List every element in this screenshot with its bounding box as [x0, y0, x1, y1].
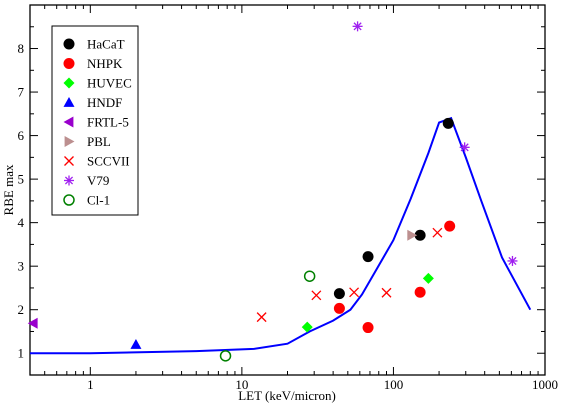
data-point-sccvii — [432, 227, 443, 238]
x-axis-title: LET (keV/micron) — [238, 388, 336, 403]
legend-label: HUVEC — [87, 76, 132, 91]
data-point-cl-1 — [219, 350, 232, 362]
legend-label: HaCaT — [87, 37, 125, 52]
legend-marker-pbl — [64, 136, 75, 147]
data-point-nhpk — [444, 220, 456, 232]
legend-label: HNDF — [87, 95, 122, 110]
legend-label: FRTL-5 — [87, 115, 129, 130]
data-point-huvec — [422, 272, 434, 284]
x-tick-label: 100 — [384, 377, 404, 392]
data-point-sccvii — [381, 287, 392, 298]
y-tick-label: 3 — [18, 259, 25, 274]
y-tick-label: 8 — [18, 41, 25, 56]
legend-marker-v79 — [64, 175, 74, 186]
legend-label: NHPK — [87, 56, 123, 71]
y-tick-label: 2 — [18, 302, 25, 317]
data-point-sccvii — [311, 290, 322, 301]
legend-marker-sccvii — [64, 156, 74, 166]
data-point-sccvii — [349, 287, 360, 298]
model-curve-line — [30, 116, 532, 355]
legend: HaCaT NHPK HUVEC HNDF FRTL-5 PBL SCCVII V79 Cl-1 — [51, 25, 139, 216]
legend-marker-hacat — [63, 38, 75, 50]
y-tick-label: 4 — [18, 215, 25, 230]
data-point-frtl-5 — [27, 317, 38, 329]
x-tick-label: 10 — [235, 377, 248, 392]
y-tick-label: 7 — [18, 85, 25, 100]
data-point-hacat — [414, 229, 426, 241]
data-point-nhpk — [333, 302, 345, 314]
legend-marker-nhpk — [63, 58, 75, 69]
legend-label: SCCVII — [87, 154, 130, 169]
legend-label: V79 — [87, 173, 109, 188]
legend-label: PBL — [87, 134, 111, 149]
data-point-hacat — [362, 251, 374, 263]
data-point-hndf — [130, 339, 142, 349]
data-point-sccvii — [256, 312, 267, 323]
legend-marker-frtl-5 — [63, 116, 74, 128]
axis-ticks: 1 10 100 1000 1 2 3 4 5 6 7 8 — [18, 5, 558, 392]
legend-marker-huvec — [63, 77, 75, 89]
data-point-nhpk — [362, 322, 374, 334]
legend-label: Cl-1 — [87, 193, 110, 208]
data-point-cl-1 — [303, 270, 316, 282]
data-point-hacat — [333, 288, 345, 300]
model-curve — [30, 116, 532, 355]
y-tick-label: 6 — [18, 128, 25, 143]
legend-marker-hndf — [63, 97, 75, 107]
x-tick-label: 1000 — [532, 377, 558, 392]
data-point-pbl — [407, 229, 418, 241]
y-tick-label: 1 — [18, 346, 25, 361]
y-tick-label: 5 — [18, 172, 25, 187]
y-axis-title: RBE max — [1, 164, 16, 215]
data-point-v79 — [507, 255, 518, 266]
legend-marker-cl-1 — [63, 194, 75, 206]
data-point-hacat — [442, 117, 454, 129]
data-point-v79 — [352, 21, 363, 32]
data-points — [27, 21, 518, 362]
data-point-v79 — [459, 142, 470, 153]
data-point-nhpk — [414, 286, 426, 298]
x-tick-label: 1 — [87, 377, 94, 392]
data-point-huvec — [301, 321, 313, 333]
